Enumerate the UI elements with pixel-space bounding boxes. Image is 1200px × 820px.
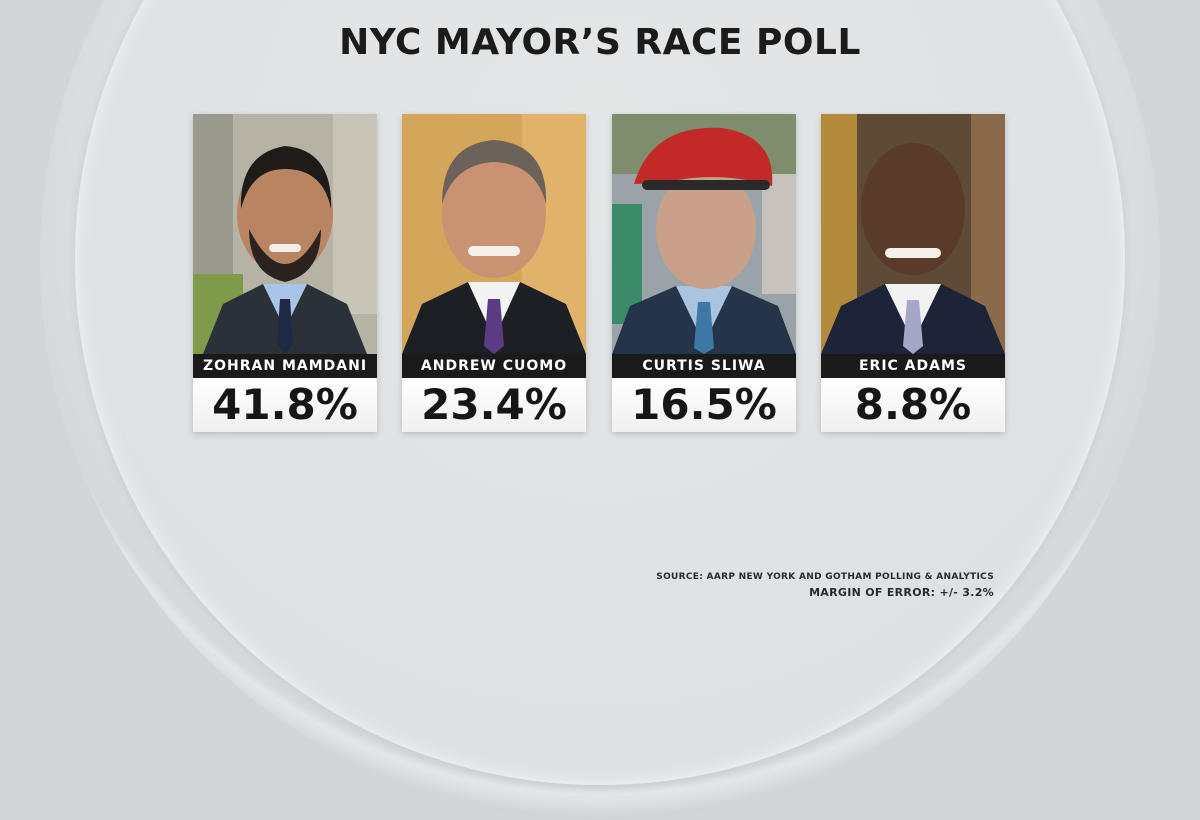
candidate-card-sliwa: CURTIS SLIWA 16.5% [612, 114, 796, 432]
candidate-photo-cuomo [402, 114, 586, 354]
margin-of-error-note: MARGIN OF ERROR: +/- 3.2% [809, 586, 994, 599]
candidate-photo-sliwa [612, 114, 796, 354]
candidate-photo-adams [821, 114, 1005, 354]
candidate-percentage: 8.8% [821, 378, 1005, 432]
candidate-card-cuomo: ANDREW CUOMO 23.4% [402, 114, 586, 432]
source-note: SOURCE: AARP NEW YORK AND GOTHAM POLLING… [656, 572, 994, 582]
candidate-photo-mamdani [193, 114, 377, 354]
candidate-name: CURTIS SLIWA [612, 354, 796, 378]
candidate-name: ZOHRAN MAMDANI [193, 354, 377, 378]
candidate-percentage: 23.4% [402, 378, 586, 432]
candidate-percentage: 41.8% [193, 378, 377, 432]
poll-title: NYC MAYOR’S RACE POLL [339, 22, 861, 63]
candidate-card-mamdani: ZOHRAN MAMDANI 41.8% [193, 114, 377, 432]
candidate-card-adams: ERIC ADAMS 8.8% [821, 114, 1005, 432]
candidate-name: ERIC ADAMS [821, 354, 1005, 378]
candidate-name: ANDREW CUOMO [402, 354, 586, 378]
candidate-percentage: 16.5% [612, 378, 796, 432]
